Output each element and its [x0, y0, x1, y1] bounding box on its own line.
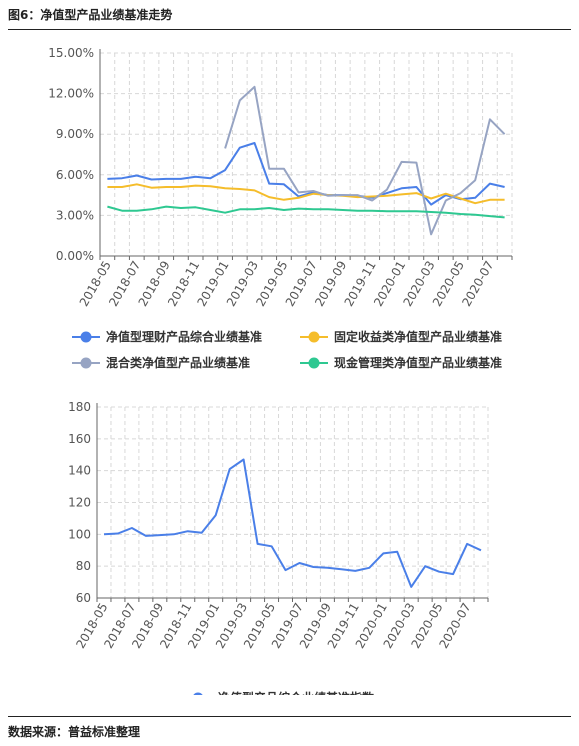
figure-title: 图6：净值型产品业绩基准走势 — [8, 8, 173, 22]
series-line-2 — [107, 183, 505, 205]
legend-marker-1 — [80, 331, 92, 343]
y-tick-label: 140 — [68, 464, 91, 478]
chart-1-benchmark-rates: 0.00%3.00%6.00%9.00%12.00%15.00%2018-052… — [48, 46, 513, 370]
legend-label-1: 净值型理财产品综合业绩基准 — [106, 329, 262, 344]
y-tick-label: 80 — [76, 559, 91, 573]
source-note: 数据来源：普益标准整理 — [8, 725, 141, 739]
legend-marker-4 — [308, 357, 320, 369]
series-line-1 — [107, 142, 505, 206]
y-tick-label: 12.00% — [48, 87, 94, 101]
legend-label-3: 混合类净值型产品业绩基准 — [106, 355, 250, 370]
y-tick-label: 60 — [76, 591, 91, 605]
series-line-1 — [103, 458, 482, 588]
legend-marker-3 — [80, 357, 92, 369]
top-rule — [8, 29, 571, 30]
chart-2-benchmark-index: 60801001201401601802018-052018-072018-09… — [68, 400, 489, 695]
y-tick-label: 0.00% — [56, 249, 94, 263]
y-tick-label: 180 — [68, 400, 91, 414]
y-tick-label: 9.00% — [56, 127, 94, 141]
bottom-rule — [8, 716, 571, 717]
y-tick-label: 100 — [68, 527, 91, 541]
y-tick-label: 3.00% — [56, 208, 94, 222]
legend-label-1: 净值型产品综合业绩基准指数 — [218, 690, 375, 695]
series-line-4 — [107, 205, 505, 219]
legend-marker-2 — [308, 331, 320, 343]
legend-label-4: 现金管理类净值型产品业绩基准 — [334, 355, 502, 370]
legend-label-2: 固定收益类净值型产品业绩基准 — [334, 329, 502, 344]
y-tick-label: 15.00% — [48, 46, 94, 60]
series-line-3 — [224, 85, 506, 236]
y-tick-label: 6.00% — [56, 168, 94, 182]
y-tick-label: 120 — [68, 496, 91, 510]
y-tick-label: 160 — [68, 432, 91, 446]
legend-marker-1 — [193, 692, 203, 695]
